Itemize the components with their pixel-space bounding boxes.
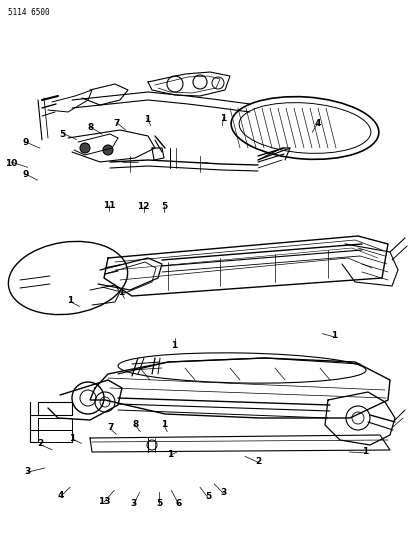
Text: 5: 5 [156, 499, 162, 507]
Text: 1: 1 [362, 448, 369, 456]
Text: 1: 1 [220, 114, 227, 123]
Text: 4: 4 [57, 491, 64, 500]
Text: 1: 1 [144, 115, 150, 124]
Text: 2: 2 [37, 439, 43, 448]
Text: 7: 7 [107, 423, 113, 432]
Text: 13: 13 [98, 497, 110, 505]
Text: 3: 3 [24, 467, 31, 475]
Text: 3: 3 [220, 488, 227, 497]
Text: 12: 12 [137, 203, 150, 211]
Text: 9: 9 [22, 171, 29, 179]
Text: 3: 3 [131, 499, 137, 507]
Text: 1: 1 [330, 332, 337, 340]
Text: 1: 1 [118, 288, 125, 296]
Text: 6: 6 [175, 499, 182, 507]
Text: 2: 2 [255, 457, 262, 466]
Text: 9: 9 [22, 139, 29, 147]
Text: 7: 7 [113, 119, 120, 128]
Text: 1: 1 [171, 341, 178, 350]
Text: 5: 5 [205, 492, 211, 501]
Circle shape [103, 145, 113, 155]
Text: 1: 1 [69, 434, 76, 442]
Text: 5114 6500: 5114 6500 [8, 8, 50, 17]
Circle shape [80, 143, 90, 153]
Text: 1: 1 [161, 420, 167, 429]
Text: 5: 5 [161, 203, 167, 211]
Text: 5: 5 [60, 130, 66, 139]
Text: 4: 4 [315, 119, 322, 128]
Text: 8: 8 [87, 124, 94, 132]
Text: 10: 10 [5, 159, 18, 167]
Text: 11: 11 [103, 201, 115, 210]
Text: 1: 1 [167, 450, 174, 458]
Text: 1: 1 [67, 296, 73, 305]
Text: 8: 8 [132, 420, 139, 429]
